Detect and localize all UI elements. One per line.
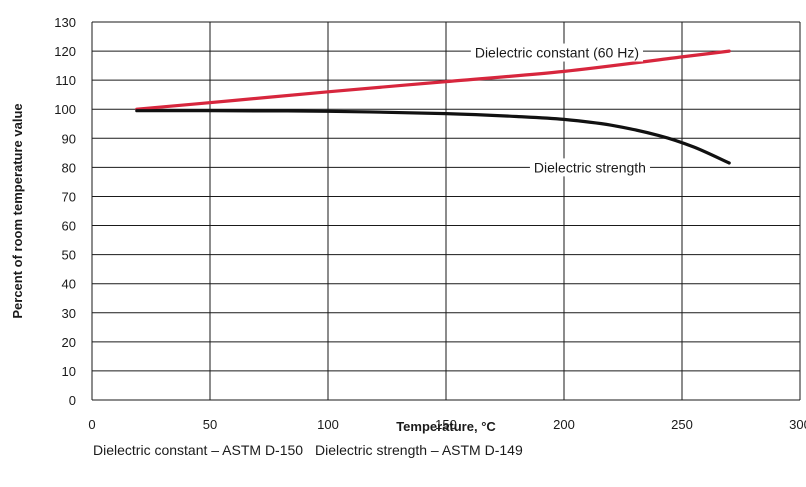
y-tick-label: 10 [62, 364, 76, 379]
x-tick-label: 50 [203, 417, 217, 432]
y-tick-label: 60 [62, 219, 76, 234]
chart-ticks: 0 10 20 30 40 50 60 70 80 90 100 110 120 130 0 50 100 150… [54, 15, 806, 432]
y-tick-label: 110 [55, 73, 76, 88]
y-tick-label: 20 [62, 335, 76, 350]
x-tick-label: 150 [435, 417, 457, 432]
y-tick-label: 0 [69, 393, 76, 408]
x-tick-label: 250 [671, 417, 693, 432]
dielectric-strength-line [135, 109, 731, 165]
chart-series [135, 49, 731, 165]
y-tick-label: 40 [62, 277, 76, 292]
label-dielectric-strength-bg [529, 158, 650, 177]
x-tick-label: 200 [553, 417, 575, 432]
y-tick-label: 120 [54, 44, 76, 59]
x-axis-title: Temperature, °C [396, 419, 496, 434]
label-dielectric-constant-bg [470, 43, 644, 62]
footnote-dielectric-constant: Dielectric constant – ASTM D-150 [93, 442, 304, 458]
chart-grid [91, 21, 801, 401]
x-tick-label: 0 [88, 417, 95, 432]
x-tick-label: 300 [789, 417, 806, 432]
y-tick-label: 100 [54, 102, 76, 117]
y-tick-label: 30 [62, 306, 76, 321]
y-tick-label: 80 [62, 160, 76, 175]
y-tick-label: 130 [54, 15, 76, 30]
x-tick-label: 100 [317, 417, 339, 432]
test-method-footnote: Dielectric constant – ASTM D-150 Dielect… [93, 442, 531, 458]
dielectric-constant-line [135, 49, 731, 111]
footnote-dielectric-strength: Dielectric strength – ASTM D-149 [314, 442, 523, 458]
y-tick-label: 70 [62, 189, 76, 204]
label-dielectric-constant: Dielectric constant (60 Hz) [475, 45, 639, 61]
y-tick-label: 90 [62, 131, 76, 146]
label-dielectric-strength: Dielectric strength [534, 159, 646, 175]
chart-annotations: Dielectric constant (60 Hz) Dielectric st… [470, 43, 650, 177]
y-tick-label: 50 [62, 248, 76, 263]
y-axis-title: Percent of room temperature value [10, 103, 25, 318]
